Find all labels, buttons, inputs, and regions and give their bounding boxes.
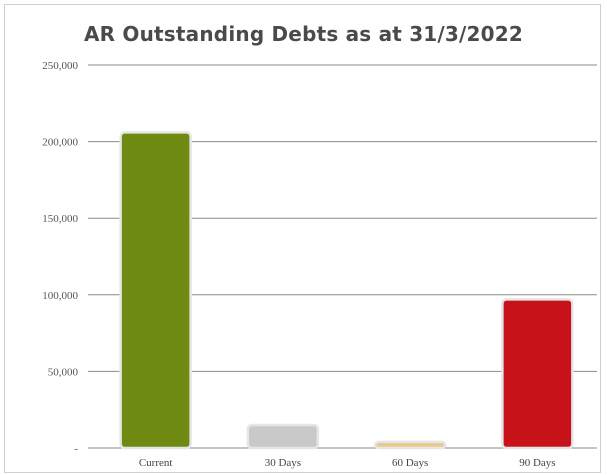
y-tick-label: 150,000 — [42, 213, 78, 225]
bar-90-days — [501, 298, 574, 450]
y-tick-label: 200,000 — [42, 137, 78, 149]
y-tick-label: 250,000 — [42, 60, 78, 72]
x-category-label: 60 Days — [392, 457, 428, 469]
x-category-label: 90 Days — [519, 457, 555, 469]
y-tick-label: 50,000 — [48, 366, 79, 378]
bar-current — [119, 131, 192, 450]
x-category-label: Current — [139, 457, 173, 469]
y-axis-ticks: - 50,000 100,000 150,000 200,000 250,000 — [42, 60, 78, 455]
chart-title: AR Outstanding Debts as at 31/3/2022 — [83, 22, 524, 46]
x-axis-labels: Current 30 Days 60 Days 90 Days — [139, 457, 556, 469]
y-tick-label: - — [74, 443, 78, 455]
bar-30-days — [246, 423, 320, 450]
x-category-label: 30 Days — [265, 457, 301, 469]
bars — [119, 131, 574, 450]
bar-60-days — [373, 440, 447, 450]
y-tick-label: 100,000 — [42, 290, 78, 302]
